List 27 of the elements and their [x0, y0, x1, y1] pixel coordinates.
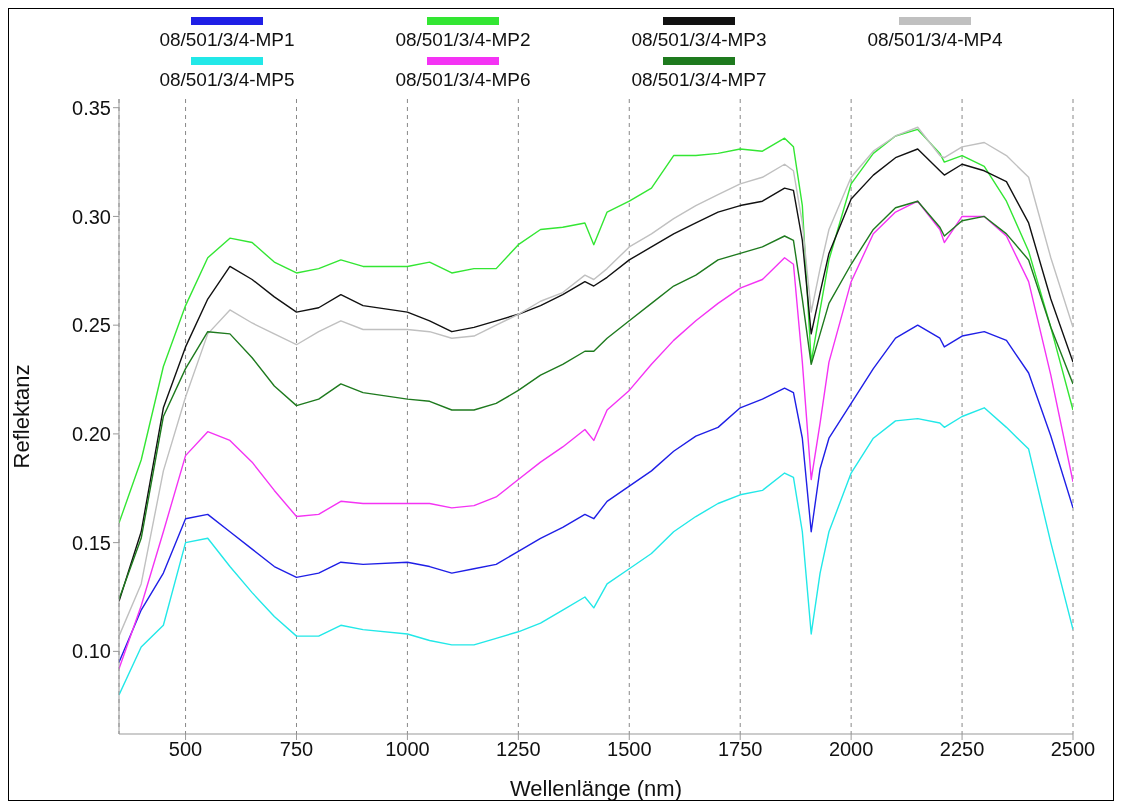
legend-label: 08/501/3/4-MP7	[631, 69, 767, 91]
x-axis-title: Wellenlänge (nm)	[509, 776, 683, 801]
x-tick-label: 1250	[496, 738, 541, 761]
legend-label: 08/501/3/4-MP3	[631, 29, 767, 51]
y-tick-label: 0.15	[72, 531, 111, 554]
y-tick-label: 0.30	[72, 205, 111, 228]
x-tick-label: 1000	[385, 738, 430, 761]
x-tick-label: 2250	[939, 738, 985, 761]
x-tick-label: 1750	[717, 738, 763, 761]
y-tick-label: 0.25	[72, 314, 111, 337]
y-tick-label: 0.35	[72, 96, 111, 119]
legend-label: 08/501/3/4-MP4	[867, 29, 1003, 51]
legend-label: 08/501/3/4-MP5	[159, 69, 295, 91]
line-series	[119, 407, 1073, 696]
line-series	[119, 324, 1073, 663]
x-tick-label: 500	[168, 738, 203, 761]
y-axis-title: Reflektanz	[8, 364, 34, 469]
x-tick-label: 750	[279, 738, 314, 761]
x-tick-label: 2500	[1050, 738, 1096, 761]
legend-label: 08/501/3/4-MP2	[395, 29, 531, 51]
line-series	[119, 128, 1073, 524]
y-tick-label: 0.20	[72, 423, 111, 445]
legend-label: 08/501/3/4-MP1	[159, 29, 295, 51]
y-tick-label: 0.10	[72, 640, 111, 663]
x-tick-label: 1500	[607, 738, 652, 761]
x-tick-label: 2000	[828, 738, 874, 761]
legend-label: 08/501/3/4-MP6	[395, 69, 531, 91]
